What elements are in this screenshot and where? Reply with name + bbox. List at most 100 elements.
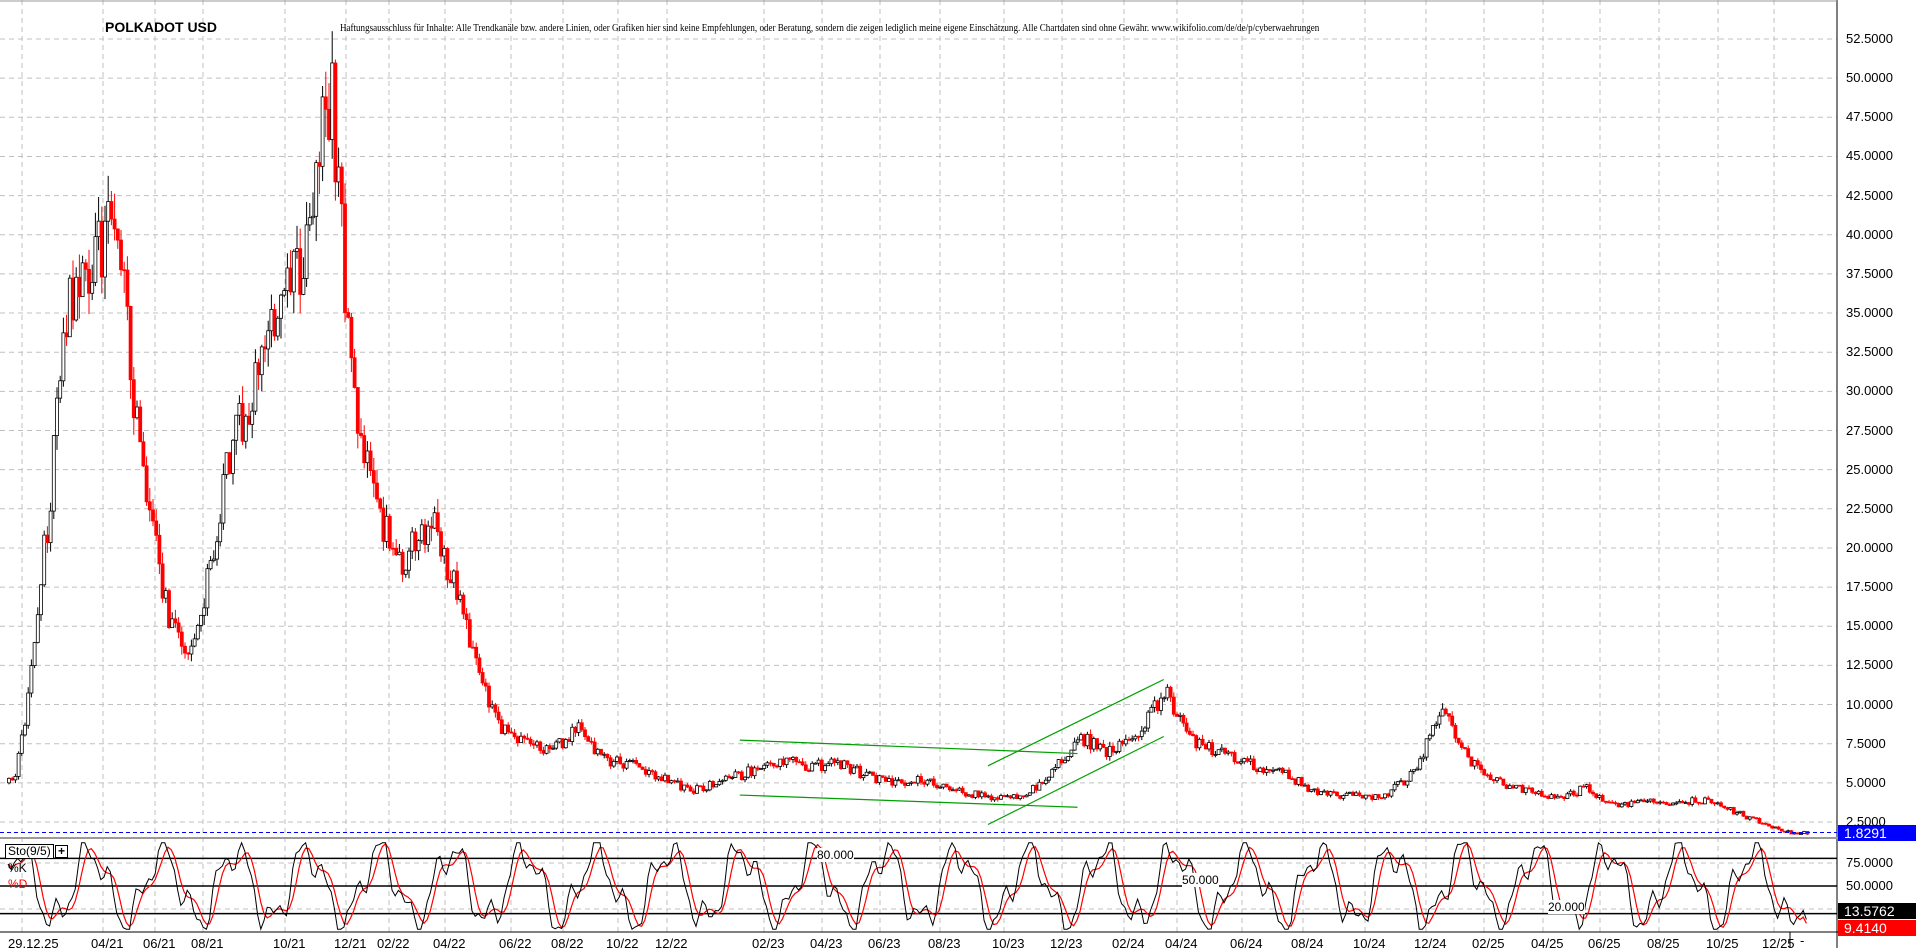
candle (736, 771, 741, 774)
candle (1575, 794, 1579, 797)
add-indicator-button[interactable]: + (55, 845, 68, 858)
candle (1616, 802, 1621, 808)
candle (1539, 790, 1544, 797)
d-legend: %D (8, 877, 28, 891)
candle (311, 215, 315, 219)
candle (823, 765, 827, 771)
candle (1773, 826, 1778, 829)
candle (1136, 735, 1141, 738)
candle (1507, 785, 1512, 789)
candle (301, 278, 306, 295)
candle (1319, 791, 1323, 795)
candle (455, 570, 459, 600)
candle (1453, 724, 1458, 739)
candle (83, 262, 88, 270)
candle (224, 452, 229, 476)
x-tick-label: 12/24 (1414, 936, 1447, 951)
candle (349, 316, 354, 359)
candle (653, 771, 658, 780)
x-tick-label: 12/23 (1050, 936, 1083, 951)
candle (1728, 807, 1733, 810)
candle (979, 792, 984, 798)
candle (1242, 758, 1247, 763)
candle (1107, 745, 1112, 757)
candle (698, 785, 703, 788)
stoch-y-tick-label: 75.0000 (1846, 855, 1893, 870)
candle (1066, 756, 1071, 761)
y-tick-label: 35.0000 (1846, 305, 1893, 321)
stochastic-indicator-label[interactable]: Sto(9/5) (5, 844, 54, 859)
candle (771, 762, 776, 767)
candle (1699, 802, 1704, 805)
candle (144, 465, 149, 503)
candle (1168, 686, 1173, 698)
x-tick-label: 02/23 (752, 936, 785, 951)
candle (1287, 769, 1291, 779)
candle (1095, 738, 1099, 750)
candle (983, 792, 987, 798)
candle (1536, 790, 1541, 795)
candle (723, 775, 728, 781)
candle (1219, 747, 1224, 751)
candle (1239, 761, 1243, 764)
candle (1517, 784, 1522, 787)
candle (157, 534, 162, 565)
candle (643, 769, 648, 775)
candle (826, 763, 831, 767)
candle (1597, 794, 1602, 798)
x-tick-label: 06/22 (499, 936, 532, 951)
candle (874, 775, 879, 784)
candle (1277, 767, 1282, 770)
candle (1002, 795, 1007, 797)
candle (1111, 745, 1115, 753)
candle (1363, 794, 1368, 799)
candle (883, 776, 888, 782)
candle (743, 776, 747, 781)
candle (1312, 788, 1317, 791)
candle (752, 767, 757, 777)
candle (506, 724, 511, 733)
y-tick-label: 32.5000 (1846, 344, 1893, 360)
candle (995, 797, 1000, 800)
candle (791, 756, 795, 760)
candle (1584, 784, 1589, 787)
candle (1440, 708, 1445, 717)
candle (1463, 747, 1467, 749)
candle (365, 450, 370, 464)
candle (474, 646, 479, 659)
candle (263, 346, 267, 350)
candle (237, 403, 242, 416)
candle (432, 512, 437, 529)
candle (1498, 777, 1503, 780)
y-tick-label: 47.5000 (1846, 109, 1893, 125)
candle (1623, 802, 1627, 805)
candle (522, 735, 527, 739)
candle (970, 794, 975, 798)
candle (547, 745, 552, 750)
y-tick-label: 5.0000 (1846, 774, 1886, 790)
candle (1283, 769, 1288, 773)
candle (1747, 816, 1752, 820)
candle (298, 248, 303, 295)
y-tick-label: 45.0000 (1846, 148, 1893, 164)
candle (1504, 784, 1509, 789)
candle (285, 267, 290, 291)
candle (48, 510, 53, 544)
candle (131, 379, 136, 419)
candle (807, 770, 811, 772)
y-tick-label: 17.5000 (1846, 579, 1893, 595)
candle (851, 767, 856, 774)
candle (23, 724, 27, 736)
candle (1203, 744, 1208, 750)
candle (288, 267, 293, 293)
candle (941, 783, 946, 788)
candle (503, 724, 507, 735)
candle (1341, 795, 1346, 799)
candle (755, 767, 760, 770)
candle (1015, 794, 1019, 800)
candle (496, 711, 501, 721)
candle (858, 765, 863, 779)
x-tick-label: 29.12.25 (8, 936, 59, 951)
candle (1031, 785, 1035, 794)
candle (1024, 794, 1029, 798)
